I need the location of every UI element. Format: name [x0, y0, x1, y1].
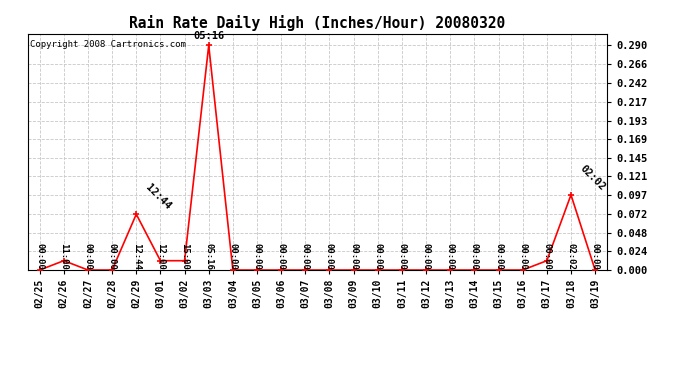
Text: 15:00: 15:00: [180, 243, 189, 270]
Text: 02:02: 02:02: [566, 243, 575, 270]
Text: 00:00: 00:00: [422, 243, 431, 270]
Text: 00:00: 00:00: [446, 243, 455, 270]
Text: 00:00: 00:00: [470, 243, 479, 270]
Text: 00:00: 00:00: [108, 243, 117, 270]
Text: 00:00: 00:00: [373, 243, 382, 270]
Text: 00:00: 00:00: [277, 243, 286, 270]
Text: 05:16: 05:16: [204, 243, 213, 270]
Text: 12:44: 12:44: [132, 243, 141, 270]
Text: 11:00: 11:00: [59, 243, 68, 270]
Text: 00:00: 00:00: [35, 243, 44, 270]
Text: 12:44: 12:44: [144, 183, 172, 212]
Title: Rain Rate Daily High (Inches/Hour) 20080320: Rain Rate Daily High (Inches/Hour) 20080…: [129, 15, 506, 31]
Text: 00:00: 00:00: [518, 243, 527, 270]
Text: 00:00: 00:00: [301, 243, 310, 270]
Text: Copyright 2008 Cartronics.com: Copyright 2008 Cartronics.com: [30, 40, 186, 49]
Text: 00:00: 00:00: [83, 243, 92, 270]
Text: 00:00: 00:00: [494, 243, 503, 270]
Text: 00:00: 00:00: [253, 243, 262, 270]
Text: 00:00: 00:00: [542, 243, 551, 270]
Text: 00:00: 00:00: [325, 243, 334, 270]
Text: 00:00: 00:00: [591, 243, 600, 270]
Text: 02:02: 02:02: [578, 164, 607, 192]
Text: 00:00: 00:00: [349, 243, 358, 270]
Text: 00:00: 00:00: [228, 243, 237, 270]
Text: 05:16: 05:16: [193, 31, 224, 41]
Text: 00:00: 00:00: [397, 243, 406, 270]
Text: 12:00: 12:00: [156, 243, 165, 270]
